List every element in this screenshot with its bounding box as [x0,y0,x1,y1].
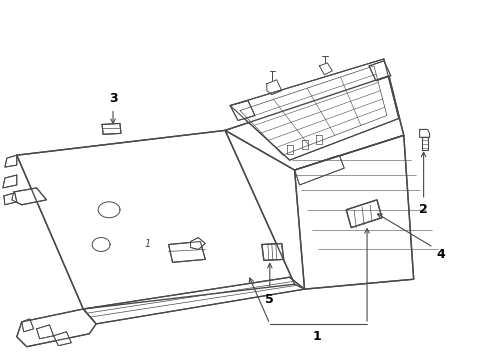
Polygon shape [22,319,34,332]
Text: 5: 5 [266,293,274,306]
Polygon shape [53,332,72,346]
Polygon shape [4,193,17,205]
Polygon shape [294,155,344,185]
Polygon shape [369,61,391,81]
Polygon shape [37,325,53,339]
Polygon shape [5,155,17,167]
Text: 4: 4 [436,248,445,261]
Polygon shape [3,175,17,188]
Text: 1: 1 [145,239,151,249]
Polygon shape [262,243,284,260]
Polygon shape [225,76,404,170]
Polygon shape [102,123,121,134]
Polygon shape [230,100,255,121]
Text: 2: 2 [419,203,428,216]
Polygon shape [191,238,205,249]
Polygon shape [169,242,205,262]
Polygon shape [17,309,96,347]
Text: 3: 3 [109,92,117,105]
Polygon shape [83,277,305,324]
Polygon shape [17,130,294,309]
Polygon shape [12,188,47,205]
Polygon shape [346,200,382,228]
Text: 1: 1 [313,330,322,343]
Polygon shape [230,59,399,160]
Polygon shape [294,135,414,289]
